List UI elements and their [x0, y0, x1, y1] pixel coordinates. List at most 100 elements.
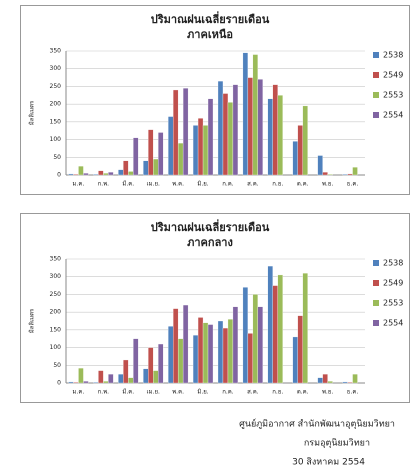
bar: [277, 95, 283, 176]
bar: [98, 370, 104, 384]
bar: [252, 54, 259, 176]
y-tick-label: 300: [50, 273, 62, 280]
chart-subtitle: ภาคเหนือ: [187, 28, 233, 41]
bar: [73, 382, 79, 384]
bar: [217, 320, 224, 384]
bar: [277, 274, 283, 384]
x-tick-label: ส.ค.: [247, 389, 259, 396]
bar: [143, 368, 149, 384]
bar: [317, 155, 323, 176]
y-tick-label: 50: [53, 154, 61, 161]
x-tick-label: พ.ค.: [172, 389, 184, 396]
legend-swatch: [373, 320, 379, 326]
x-tick-label: ม.ค.: [73, 389, 85, 396]
bar: [68, 173, 74, 176]
bar: [83, 173, 89, 176]
bar: [257, 306, 263, 384]
bar: [297, 125, 303, 176]
bar: [118, 169, 124, 176]
legend-swatch: [373, 300, 379, 306]
chart-subtitle: ภาคกลาง: [187, 236, 233, 249]
y-tick-label: 150: [50, 118, 62, 125]
y-axis-label: มิลลิเมตร: [29, 308, 36, 333]
y-tick-label: 250: [50, 291, 62, 298]
legend-label: 2554: [383, 319, 403, 328]
legend-swatch: [373, 280, 379, 286]
legend-swatch: [373, 92, 379, 98]
x-tick-label: เม.ย.: [147, 181, 160, 188]
legend-label: 2553: [383, 299, 403, 308]
bar: [267, 98, 273, 176]
x-tick-label: ก.พ.: [98, 181, 109, 188]
x-tick-label: พ.ย.: [322, 389, 333, 396]
x-tick-label: ธ.ค.: [347, 389, 359, 396]
y-tick-label: 350: [50, 256, 62, 263]
bar: [158, 343, 164, 384]
bar: [292, 141, 298, 176]
bar: [123, 160, 129, 176]
x-tick-label: พ.ค.: [172, 181, 184, 188]
legend-label: 2549: [383, 71, 403, 80]
bar: [322, 172, 328, 176]
bar: [168, 116, 174, 176]
bar: [222, 327, 229, 384]
bar: [93, 174, 99, 176]
x-tick-label: มิ.ย.: [197, 181, 208, 188]
legend-label: 2538: [383, 259, 403, 268]
y-tick-label: 50: [53, 362, 61, 369]
bar: [172, 89, 179, 176]
bar: [118, 373, 124, 384]
bar: [202, 322, 209, 384]
y-tick-label: 150: [50, 326, 62, 333]
x-tick-label: ธ.ค.: [347, 181, 359, 188]
y-tick-label: 300: [50, 65, 62, 72]
bar: [222, 93, 229, 176]
bar: [342, 174, 348, 176]
y-tick-label: 100: [50, 136, 62, 143]
y-tick-label: 0: [57, 172, 61, 179]
bar: [297, 315, 303, 384]
x-tick-label: มี.ค.: [122, 388, 134, 396]
bar: [177, 142, 184, 176]
bar: [197, 118, 204, 176]
bar: [158, 132, 164, 176]
bar: [133, 338, 139, 384]
legend-swatch: [373, 112, 379, 118]
legend-swatch: [373, 72, 379, 78]
bar: [207, 324, 214, 384]
legend-label: 2554: [383, 111, 403, 120]
bar: [103, 381, 109, 384]
bar: [232, 306, 239, 384]
legend-label: 2538: [383, 51, 403, 60]
bar: [172, 308, 179, 384]
bar: [148, 347, 154, 384]
bar: [78, 165, 84, 176]
bar: [227, 319, 234, 384]
bar: [73, 174, 79, 176]
bar: [272, 285, 278, 384]
y-tick-label: 200: [50, 309, 62, 316]
bar: [292, 336, 298, 384]
x-tick-label: ต.ค.: [297, 181, 309, 188]
y-tick-label: 0: [57, 380, 61, 387]
bar: [317, 377, 323, 384]
bar: [78, 367, 84, 384]
bar: [192, 335, 199, 384]
bar: [103, 173, 109, 176]
bar: [83, 381, 89, 384]
bar: [153, 370, 159, 384]
bar: [93, 382, 99, 384]
x-tick-label: พ.ย.: [322, 181, 333, 188]
bar: [322, 373, 328, 384]
bar: [242, 52, 249, 176]
x-tick-label: ก.พ.: [98, 389, 109, 396]
bar: [272, 84, 278, 176]
bar: [347, 382, 353, 384]
bar: [68, 381, 74, 384]
x-tick-label: ก.ค.: [222, 389, 234, 396]
bar: [168, 326, 174, 384]
x-tick-label: ต.ค.: [297, 389, 309, 396]
bar: [128, 377, 134, 384]
